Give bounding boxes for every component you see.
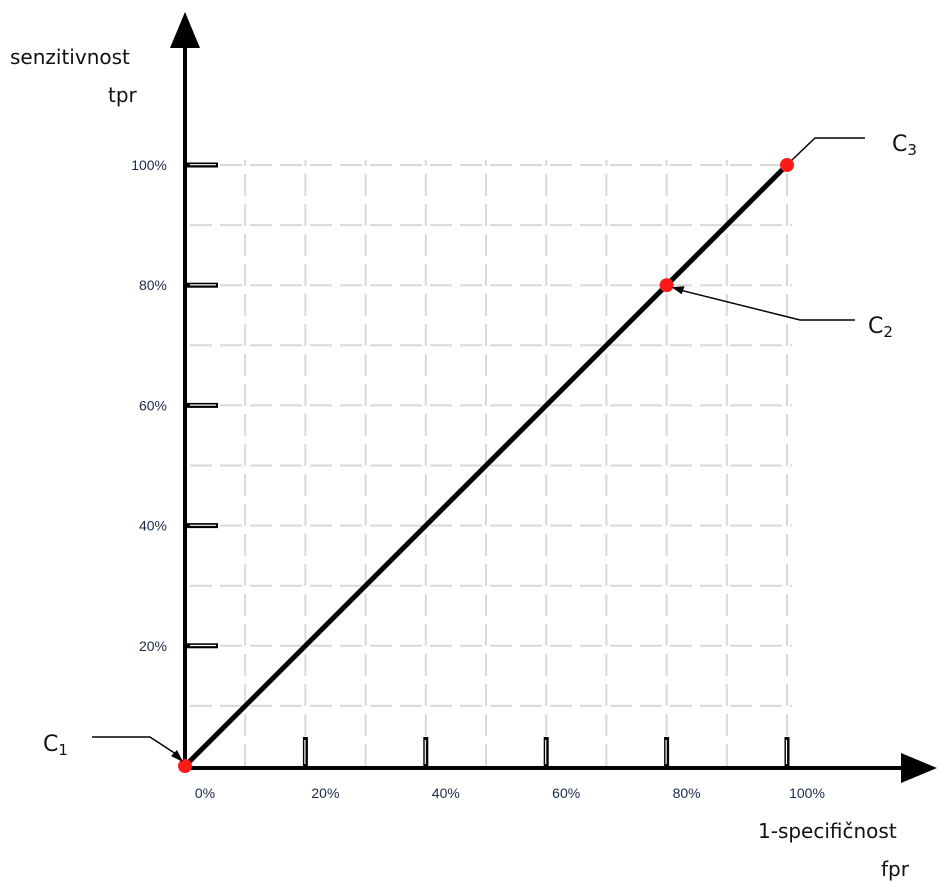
y-tick-label: 40% [139, 518, 167, 534]
leader-c2 [676, 288, 855, 321]
leader-c3 [791, 137, 865, 161]
y-tick-label: 80% [139, 277, 167, 293]
point-label-c3: C3 [892, 132, 917, 159]
x-tick-label: 80% [673, 785, 701, 801]
point-c1 [178, 759, 192, 773]
x-tick-label: 100% [789, 785, 825, 801]
x-axis-title-line2: fpr [881, 857, 910, 881]
y-axis-title-line2: tpr [108, 83, 138, 107]
y-tick-label: 20% [139, 638, 167, 654]
point-label-subscript: 1 [58, 741, 68, 759]
point-label-c1: C1 [43, 732, 68, 759]
arrowhead-c1 [171, 750, 183, 762]
leader-c1 [92, 736, 180, 757]
x-tick-label: 0% [195, 785, 215, 801]
x-tick-label: 40% [432, 785, 460, 801]
x-tick-label: 60% [552, 785, 580, 801]
x-tick-label: 20% [311, 785, 339, 801]
annotations: C1 C2 C3 [43, 132, 917, 762]
x-axis-title-line1: 1-specifičnost [758, 819, 897, 843]
point-label-subscript: 2 [883, 323, 893, 341]
y-axis-title-line1: senzitivnost [10, 45, 130, 69]
y-tick-label: 60% [139, 397, 167, 413]
point-c3 [780, 158, 794, 172]
y-tick-label: 100% [131, 157, 167, 173]
point-label-subscript: 3 [907, 141, 917, 159]
y-axis-arrow [170, 12, 200, 48]
x-axis-arrow [901, 753, 937, 783]
point-label-c2: C2 [868, 314, 893, 341]
arrowhead-c2 [671, 286, 685, 295]
point-c2 [659, 278, 674, 293]
grid [190, 160, 792, 766]
ticks: 0% 20% 40% 60% 80% 100% 20% 40% 60% 80% 100% [131, 157, 825, 801]
data-layer [178, 158, 794, 773]
